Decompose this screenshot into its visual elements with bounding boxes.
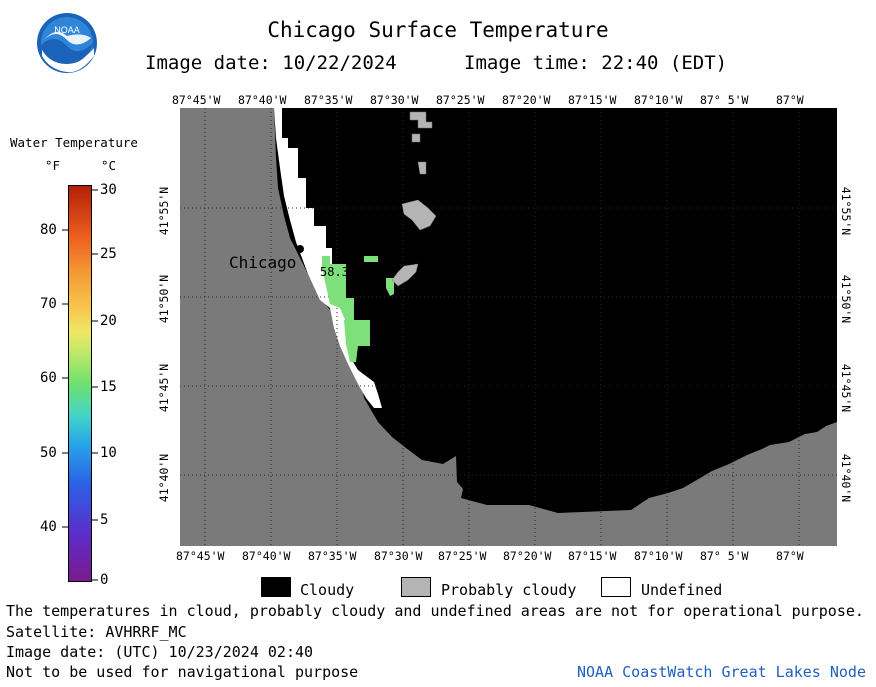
c-tick-label: 0 (100, 572, 109, 588)
probably-cloudy-patches (391, 111, 437, 287)
legend-unit-c: °C (101, 158, 117, 173)
lat-label: 41°50'N (157, 274, 172, 324)
c-tick-label: 5 (100, 512, 109, 528)
legend-title: Water Temperature (10, 135, 138, 150)
undefined-swatch (601, 577, 631, 597)
lon-label: 87°W (776, 549, 804, 563)
c-tick-label: 30 (100, 182, 117, 198)
page-title: Chicago Surface Temperature (267, 18, 609, 42)
image-time-label: Image time: 22:40 (EDT) (464, 52, 728, 74)
legend-unit-f: °F (45, 158, 61, 173)
f-tick-label: 60 (40, 370, 57, 386)
lat-label: 41°40'N (839, 453, 854, 503)
lon-label: 87° 5'W (700, 93, 749, 107)
probably-cloudy-swatch (401, 577, 431, 597)
lat-label: 41°55'N (839, 186, 854, 236)
cloudy-label: Cloudy (300, 581, 355, 599)
lon-label: 87° 5'W (700, 549, 749, 563)
lon-label: 87°40'W (238, 93, 287, 107)
lon-label: 87°40'W (242, 549, 291, 563)
navigation-warning: Not to be used for navigational purpose (6, 663, 359, 681)
f-tick-label: 70 (40, 296, 57, 312)
lon-label: 87°25'W (438, 549, 487, 563)
undefined-label: Undefined (641, 581, 723, 599)
image-date-label: Image date: 10/22/2024 (145, 52, 397, 74)
lon-label: 87°20'W (502, 93, 551, 107)
coastwatch-node-link[interactable]: NOAA CoastWatch Great Lakes Node (577, 663, 866, 681)
lon-label: 87°30'W (370, 93, 419, 107)
c-tick-label: 10 (100, 445, 117, 461)
noaa-logo: NOAA (36, 12, 98, 74)
lon-label: 87°45'W (176, 549, 225, 563)
lon-label: 87°35'W (308, 549, 357, 563)
chicago-dot (296, 245, 304, 253)
c-tick-label: 15 (100, 379, 117, 395)
probably-cloudy-label: Probably cloudy (441, 581, 577, 599)
c-tick-label: 25 (100, 246, 117, 262)
temperature-reading: 58.3 (320, 265, 349, 279)
cloudy-swatch (261, 577, 291, 597)
lon-label: 87°W (776, 93, 804, 107)
utc-date-text: Image date: (UTC) 10/23/2024 02:40 (6, 643, 314, 661)
color-scale-bar (68, 185, 92, 582)
lon-label: 87°35'W (304, 93, 353, 107)
lon-label: 87°30'W (374, 549, 423, 563)
logo-text: NOAA (54, 25, 80, 35)
map-panel (180, 108, 837, 546)
disclaimer-text: The temperatures in cloud, probably clou… (6, 602, 864, 620)
lat-label: 41°45'N (157, 363, 172, 413)
f-tick-label: 80 (40, 222, 57, 238)
lon-label: 87°45'W (172, 93, 221, 107)
lat-label: 41°40'N (157, 453, 172, 503)
lat-label: 41°55'N (157, 186, 172, 236)
lon-label: 87°10'W (634, 93, 683, 107)
f-tick-label: 40 (40, 519, 57, 535)
grid-lines (180, 108, 837, 546)
lon-label: 87°15'W (568, 549, 617, 563)
lon-label: 87°15'W (568, 93, 617, 107)
satellite-text: Satellite: AVHRRF_MC (6, 623, 187, 641)
lon-label: 87°20'W (503, 549, 552, 563)
f-tick-label: 50 (40, 445, 57, 461)
lon-label: 87°10'W (634, 549, 683, 563)
lon-label: 87°25'W (436, 93, 485, 107)
city-label-chicago: Chicago (229, 253, 297, 272)
scale-tick-marks (62, 189, 98, 581)
temperature-pixels (322, 256, 394, 362)
c-tick-label: 20 (100, 313, 117, 329)
lat-label: 41°50'N (839, 274, 854, 324)
lat-label: 41°45'N (839, 363, 854, 413)
